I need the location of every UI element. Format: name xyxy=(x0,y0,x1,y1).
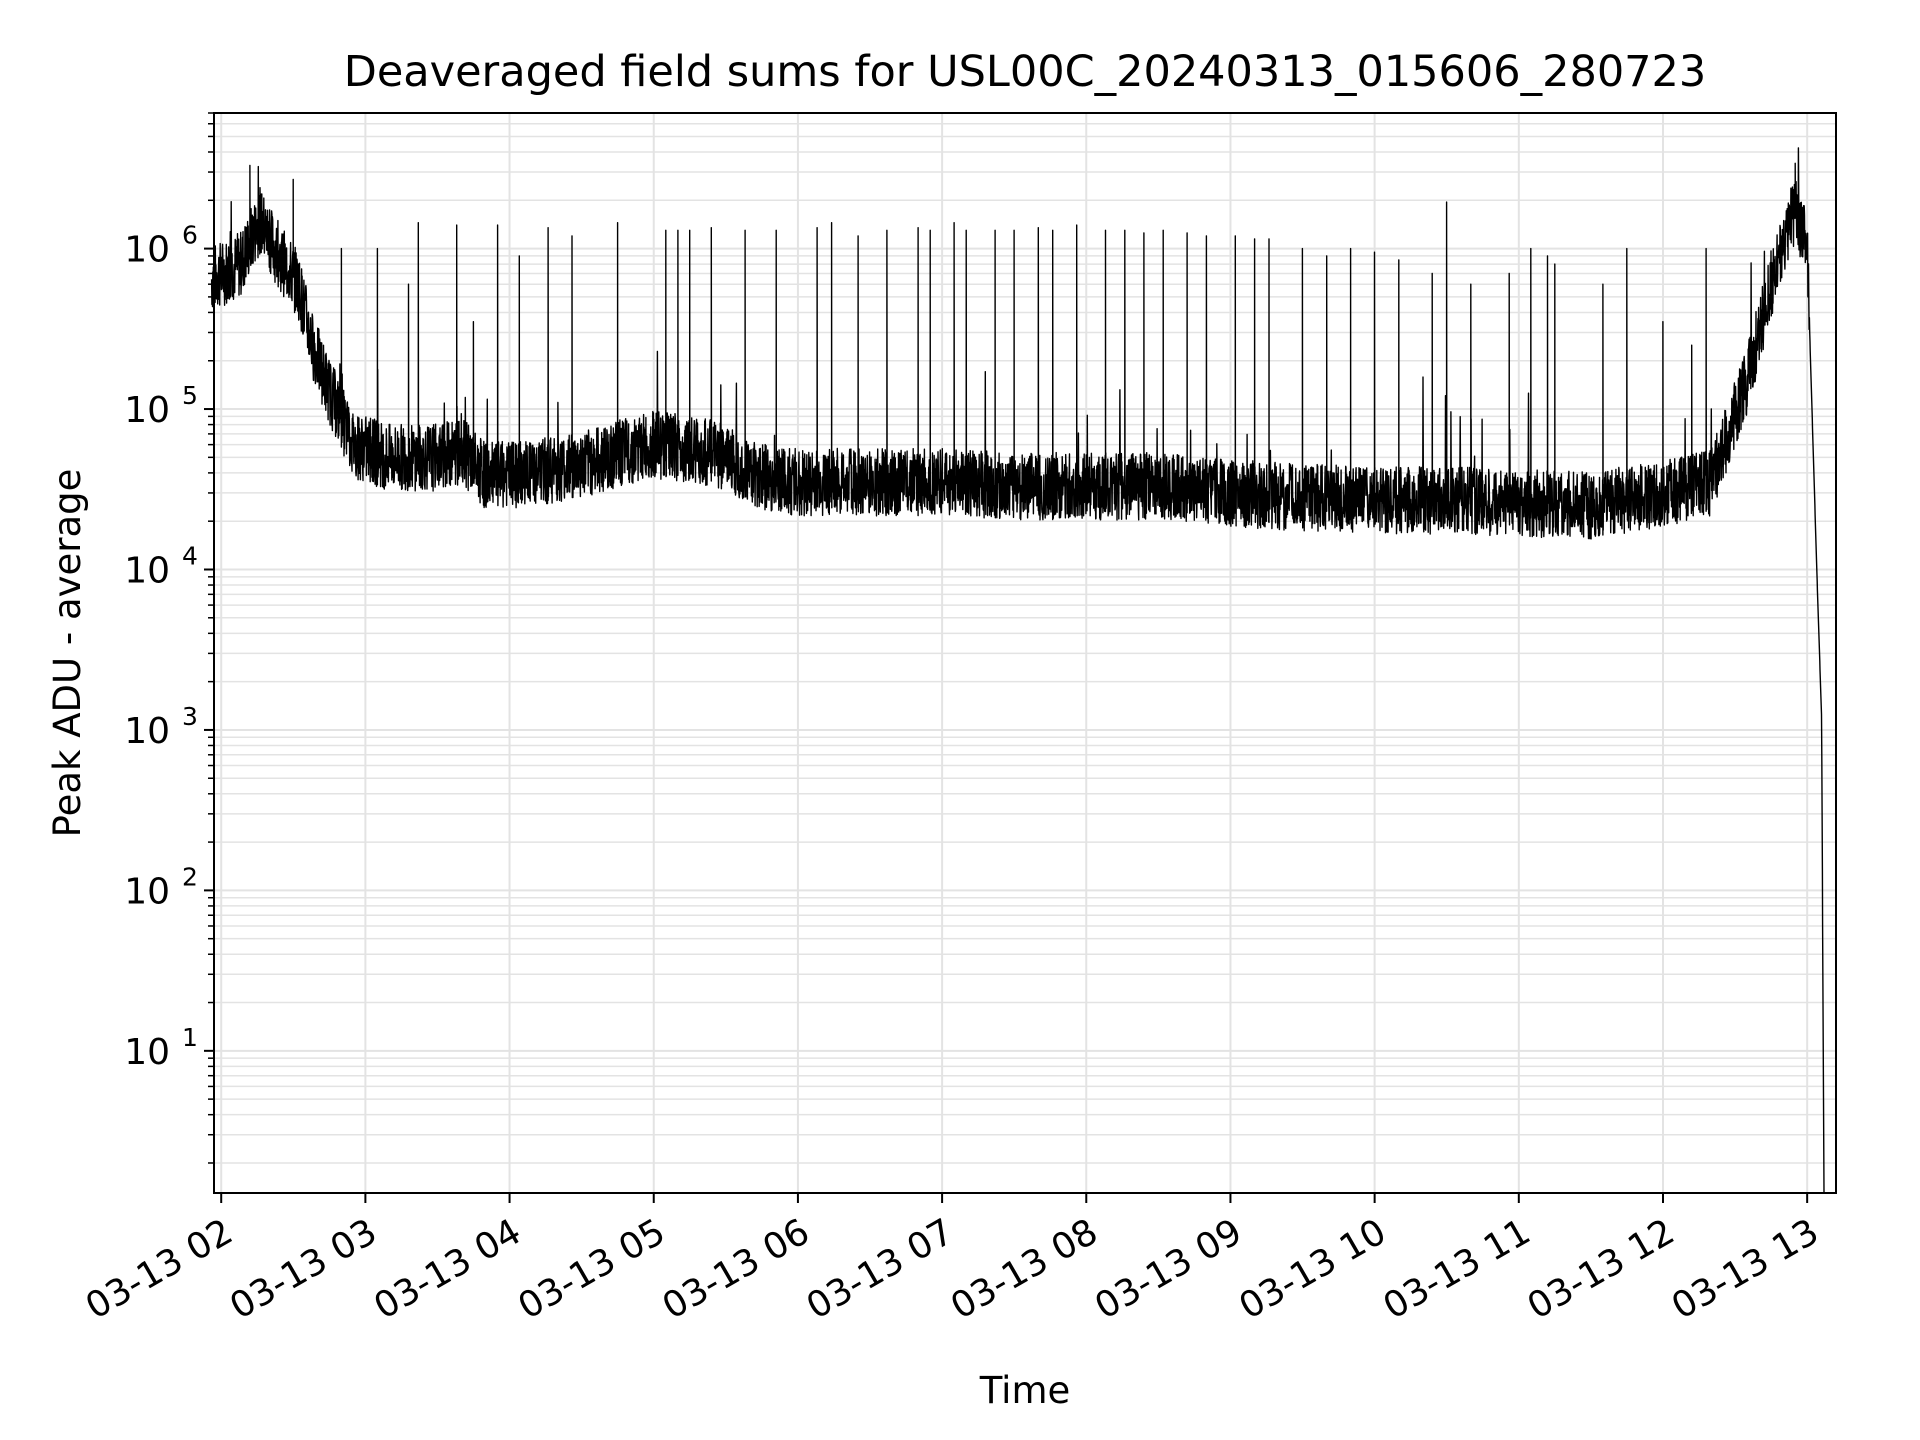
y-tick-label: 10 xyxy=(124,1032,170,1073)
y-tick-exponent: 5 xyxy=(182,381,198,410)
y-tick-label: 10 xyxy=(124,550,170,591)
y-tick-exponent: 2 xyxy=(182,862,198,891)
series-layer xyxy=(210,147,1825,1194)
y-tick-exponent: 1 xyxy=(182,1023,198,1052)
y-tick-label: 10 xyxy=(124,230,170,271)
y-tick-exponent: 4 xyxy=(182,541,198,570)
chart-title: Deaveraged field sums for USL00C_2024031… xyxy=(344,47,1707,97)
y-tick-exponent: 3 xyxy=(182,702,198,731)
y-tick-label: 10 xyxy=(124,711,170,752)
y-axis: 10 1 10 2 10 3 10 4 10 5 10 6 xyxy=(124,112,214,1164)
series-line xyxy=(210,147,1825,1194)
minor-grid xyxy=(214,112,1836,1164)
y-tick-label: 10 xyxy=(124,871,170,912)
y-tick-exponent: 6 xyxy=(182,221,198,250)
x-axis-label: Time xyxy=(979,1369,1071,1412)
y-tick-label: 10 xyxy=(124,390,170,431)
y-axis-label: Peak ADU - average xyxy=(46,469,89,838)
